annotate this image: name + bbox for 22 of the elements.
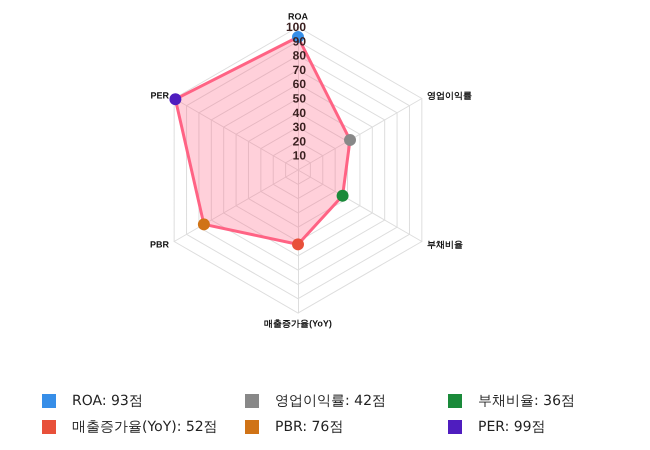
y-tick-label: 10 [292, 148, 306, 163]
text: PBR: 76점 [275, 418, 344, 436]
y-tick-label: 30 [292, 120, 306, 134]
text: PER: 99점 [478, 418, 546, 436]
y-tick-label: 50 [292, 92, 306, 106]
spoke-label: 부채비율 [427, 240, 464, 250]
y-tick-label: 100 [286, 20, 306, 34]
spoke-label: PBR [150, 240, 170, 250]
spoke-label: 영업이익률 [427, 90, 472, 100]
y-tick-label: 70 [292, 62, 306, 77]
text: ROA: 93점 [72, 392, 143, 410]
text: 매출증가율(YoY): 52점 [72, 418, 218, 436]
spoke-label: ROA [288, 12, 308, 22]
y-tick-label: 80 [292, 48, 306, 63]
y-tick-label: 90 [292, 34, 306, 48]
spoke-label: PER [150, 90, 170, 100]
y-tick-label: 40 [292, 106, 306, 120]
spoke-label: 매출증가율(YoY) [264, 318, 332, 328]
text: 부채비율: 36점 [478, 392, 575, 410]
y-tick-label: 20 [292, 134, 306, 148]
y-tick-label: 60 [292, 77, 306, 92]
text: 영업이익률: 42점 [275, 392, 386, 410]
